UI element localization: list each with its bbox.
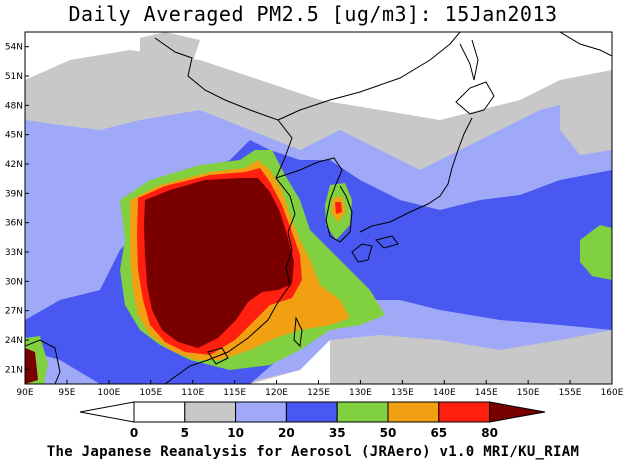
y-tick-label: 45N (5, 131, 23, 141)
x-tick-label: 110E (181, 388, 204, 398)
contour-5-10-pacific (560, 88, 612, 155)
coastline-japan-honshu (359, 117, 473, 233)
x-tick-label: 145E (475, 388, 498, 398)
contour-65-80-korea (335, 202, 342, 214)
coastline-hokkaido (455, 81, 495, 115)
longitude-axis: 90E 95E 100E 105E 110E 115E 120E 125E 130E 135E 14… (16, 380, 624, 398)
coastline-japan-shikoku (375, 235, 399, 249)
colorbar-level-label: 5 (181, 426, 189, 440)
colorbar-level-label: 0 (130, 426, 138, 440)
latitude-axis: 21N 24N 27N 30N 33N 36N 39N 42N 45N 48N 51N 54N (5, 43, 29, 375)
data-credit: The Japanese Reanalysis for Aerosol (JRA… (46, 444, 580, 460)
x-tick-label: 115E (223, 388, 246, 398)
coastline-japan-kyushu (351, 243, 373, 263)
contour-5-10-north (140, 32, 200, 76)
coastline-korea (325, 183, 353, 243)
coastline-taiwan (293, 316, 303, 348)
colorbar-level-label: 80 (481, 426, 498, 440)
contour-5-10-south (330, 330, 612, 384)
colorbar-upper-arrow (489, 401, 546, 423)
coastline-russia (277, 32, 461, 121)
y-tick-label: 39N (5, 189, 23, 199)
colorbar-level-label: 10 (227, 426, 244, 440)
colorbar-level-label: 35 (329, 426, 346, 440)
colorbar-segment (235, 401, 287, 423)
colorbar-level-label: 65 (430, 426, 447, 440)
y-tick-label: 30N (5, 277, 23, 287)
colorbar-lower-arrow (79, 401, 135, 423)
x-tick-label: 125E (307, 388, 330, 398)
y-tick-label: 24N (5, 336, 23, 346)
y-tick-label: 42N (5, 160, 23, 170)
x-tick-label: 140E (433, 388, 456, 398)
colorbar-segment (336, 401, 389, 423)
concentration-field (25, 32, 612, 384)
colorbar-level-label: 50 (380, 426, 397, 440)
colorbar-segment (438, 401, 491, 423)
contour-above-80-south (25, 348, 38, 384)
coastline-hainan (207, 347, 229, 365)
x-tick-label: 90E (16, 388, 33, 398)
colorbar-segment (285, 401, 338, 423)
x-tick-label: 120E (265, 388, 288, 398)
colorbar-level-label: 20 (278, 426, 295, 440)
coastline-sakhalin (459, 39, 479, 81)
x-tick-label: 130E (349, 388, 372, 398)
x-tick-label: 160E (601, 388, 624, 398)
y-tick-label: 36N (5, 219, 23, 229)
y-tick-label: 54N (5, 43, 23, 53)
coastline-kamchatka (559, 32, 612, 57)
x-tick-label: 135E (391, 388, 414, 398)
colorbar-segment (387, 401, 440, 423)
y-tick-label: 33N (5, 248, 23, 258)
y-tick-label: 51N (5, 72, 23, 82)
y-tick-label: 48N (5, 101, 23, 111)
colorbar-segment (133, 401, 186, 423)
colorbar-segment (184, 401, 237, 423)
x-tick-label: 100E (97, 388, 120, 398)
contour-35-50-east (580, 225, 612, 280)
contour-above-80 (144, 178, 294, 348)
colorbar: 0 5 10 20 35 50 65 80 (79, 401, 546, 440)
coastline-indochina (25, 339, 61, 384)
x-tick-label: 155E (559, 388, 582, 398)
map-title: Daily Averaged PM2.5 [ug/m3]: 15Jan2013 (68, 2, 558, 26)
coastline-korea-bohai (275, 157, 343, 185)
y-tick-label: 27N (5, 307, 23, 317)
y-tick-label: 21N (5, 365, 23, 375)
coastline-china (154, 37, 296, 384)
x-tick-label: 150E (517, 388, 540, 398)
coastlines (25, 32, 612, 384)
x-tick-label: 95E (58, 388, 75, 398)
x-tick-label: 105E (139, 388, 162, 398)
